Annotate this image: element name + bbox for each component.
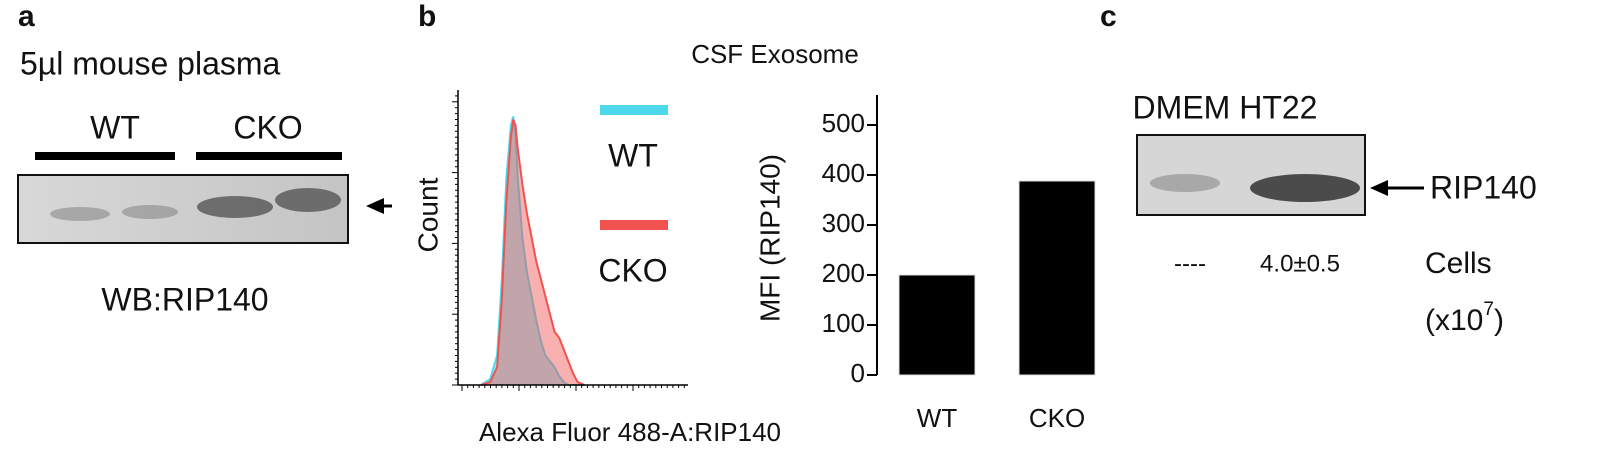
unit-label: Cells [1425, 247, 1492, 280]
lane-label: WT [90, 109, 140, 145]
legend-label: WT [608, 137, 658, 173]
x-axis-label: Alexa Fluor 488-A:RIP140 [479, 417, 781, 447]
band [122, 205, 178, 219]
band [275, 188, 341, 212]
y-axis-label: MFI (RIP140) [754, 154, 785, 322]
band-label: RIP140 [1430, 169, 1537, 205]
panel-label: c [1100, 0, 1117, 33]
y-axis-label: Count [412, 177, 443, 252]
band [50, 207, 110, 221]
histogram-area [480, 119, 585, 386]
unit-label: (x107) [1425, 299, 1504, 337]
panel-label: b [418, 0, 436, 33]
y-tick-label: 300 [822, 208, 865, 238]
panel-title: 5µl mouse plasma [20, 45, 281, 81]
unit-exp: 7 [1483, 299, 1494, 320]
unit-base: (x10 [1425, 304, 1483, 337]
quant: ---- [1174, 250, 1206, 277]
caption: WB:RIP140 [101, 281, 268, 317]
quant: 4.0±0.5 [1260, 250, 1340, 277]
x-tick-label: WT [917, 403, 958, 433]
panel-label: a [18, 0, 35, 33]
y-tick-label: 200 [822, 258, 865, 288]
lane-label: DMEM HT22 [1133, 89, 1318, 125]
y-tick-label: 400 [822, 158, 865, 188]
arrow [1370, 180, 1388, 196]
bar [1018, 180, 1096, 376]
band [1250, 174, 1360, 202]
legend-label: CKO [598, 252, 667, 288]
unit-close: ) [1494, 304, 1504, 337]
y-tick-label: 500 [822, 108, 865, 138]
panel-title: CSF Exosome [691, 39, 859, 69]
y-tick-label: 100 [822, 308, 865, 338]
y-tick-label: 0 [851, 358, 865, 388]
band [197, 196, 273, 218]
x-tick-label: CKO [1029, 403, 1085, 433]
arrow [366, 198, 384, 214]
bar [898, 274, 976, 376]
lane-label: CKO [233, 109, 302, 145]
band [1150, 174, 1220, 192]
